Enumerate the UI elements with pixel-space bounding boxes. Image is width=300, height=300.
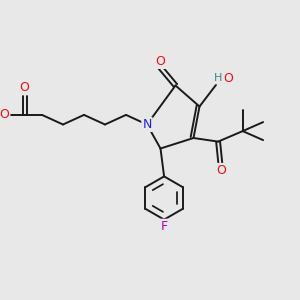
Text: O: O <box>216 164 226 177</box>
Text: O: O <box>156 55 165 68</box>
Text: H: H <box>214 73 223 83</box>
Text: O: O <box>20 81 29 94</box>
Text: O: O <box>0 108 9 122</box>
Text: N: N <box>142 118 152 131</box>
Text: O: O <box>224 72 233 85</box>
Text: F: F <box>160 220 168 233</box>
